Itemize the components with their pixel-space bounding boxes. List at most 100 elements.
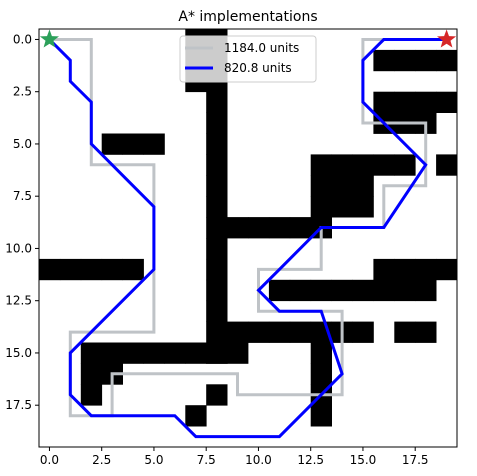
obstacle-cell	[268, 321, 291, 343]
obstacle-cell	[415, 91, 437, 113]
obstacle-cell	[206, 91, 228, 113]
x-tick-label: 5.0	[144, 453, 163, 467]
obstacle-cell	[331, 175, 353, 197]
obstacle-cell	[59, 258, 82, 281]
obstacle-cell	[310, 342, 332, 364]
legend-box	[179, 35, 317, 83]
obstacle-cell	[289, 321, 312, 343]
obstacle-cell	[331, 196, 353, 218]
obstacle-cell	[122, 133, 144, 155]
obstacle-cell	[80, 342, 103, 364]
obstacle-cell	[415, 321, 437, 343]
series-layer	[48, 38, 447, 439]
obstacle-cell	[352, 279, 374, 302]
y-tick-label: 2.5	[13, 85, 32, 99]
obstacle-cell	[436, 258, 458, 281]
obstacle-cell	[415, 258, 437, 281]
chart-title: A* implementations	[178, 9, 317, 25]
obstacle-cell	[206, 384, 228, 406]
obstacle-cell	[373, 49, 395, 72]
y-tick-label: 7.5	[13, 189, 32, 203]
marker-layer	[39, 29, 457, 48]
obstacle-cell	[331, 154, 353, 176]
x-tick-label: 7.5	[197, 453, 216, 467]
obstacle-cell	[394, 154, 416, 176]
obstacle-cell	[394, 321, 416, 343]
obstacle-cell	[373, 91, 395, 113]
x-tick-label: 17.5	[402, 453, 429, 467]
obstacle-layer	[39, 29, 458, 427]
obstacle-cell	[248, 217, 270, 239]
obstacle-cell	[185, 342, 207, 364]
obstacle-cell	[268, 279, 291, 302]
plot-frame	[38, 28, 458, 448]
obstacle-cell	[80, 384, 103, 406]
y-tick-label: 17.5	[5, 398, 32, 412]
obstacle-cell	[268, 217, 291, 239]
obstacle-cell	[227, 342, 249, 364]
y-axis: 0.0 2.5 5.0 7.5 10.0 12.5 15.0 17.5	[5, 32, 39, 412]
obstacle-cell	[415, 49, 437, 72]
legend: 1184.0 units 820.8 units	[179, 35, 317, 83]
obstacle-cell	[310, 196, 332, 218]
obstacle-cell	[289, 217, 312, 239]
obstacle-cell	[310, 363, 332, 385]
obstacle-cell	[80, 363, 103, 385]
x-tick-label: 0.0	[40, 453, 59, 467]
obstacle-cell	[206, 133, 228, 155]
obstacle-cell	[352, 154, 374, 176]
obstacle-cell	[206, 175, 228, 197]
obstacle-cell	[143, 133, 165, 155]
obstacle-cell	[394, 91, 416, 113]
obstacle-cell	[373, 154, 395, 176]
goal-marker	[437, 29, 457, 48]
obstacle-cell	[206, 300, 228, 322]
obstacle-cell	[394, 49, 416, 72]
x-tick-label: 15.0	[350, 453, 377, 467]
obstacle-cell	[436, 91, 458, 113]
obstacle-cell	[206, 154, 228, 176]
obstacle-cell	[80, 258, 103, 281]
obstacle-cell	[310, 175, 332, 197]
obstacle-cell	[373, 258, 395, 281]
obstacle-cell	[310, 154, 332, 176]
y-tick-label: 5.0	[13, 137, 32, 151]
obstacle-cell	[373, 279, 395, 302]
obstacle-cell	[248, 321, 270, 343]
obstacle-cell	[352, 175, 374, 197]
obstacle-cell	[39, 258, 61, 281]
y-tick-label: 12.5	[5, 294, 32, 308]
obstacle-cell	[143, 342, 165, 364]
obstacle-cell	[206, 342, 228, 364]
x-axis: 0.0 2.5 5.0 7.5 10.0 12.5 15.0 17.5	[40, 447, 429, 467]
obstacle-cell	[185, 405, 207, 427]
obstacle-cell	[206, 112, 228, 134]
obstacle-cell	[206, 217, 228, 239]
obstacle-cell	[289, 279, 312, 302]
obstacle-cell	[436, 154, 458, 176]
obstacle-cell	[394, 279, 416, 302]
obstacle-cell	[310, 405, 332, 427]
legend-label-2: 820.8 units	[224, 61, 292, 75]
obstacle-cell	[206, 279, 228, 302]
x-tick-label: 10.0	[245, 453, 272, 467]
start-marker	[39, 29, 59, 48]
obstacle-cell	[206, 196, 228, 218]
legend-label-1: 1184.0 units	[224, 41, 299, 55]
y-tick-label: 15.0	[5, 346, 32, 360]
obstacle-cell	[352, 196, 374, 218]
obstacle-cell	[436, 49, 458, 72]
path-series-2	[48, 38, 447, 439]
obstacle-cell	[122, 258, 144, 281]
obstacle-cell	[206, 321, 228, 343]
obstacle-cell	[206, 258, 228, 281]
x-tick-label: 12.5	[297, 453, 324, 467]
x-tick-label: 2.5	[92, 453, 111, 467]
obstacle-cell	[206, 238, 228, 260]
y-tick-label: 0.0	[13, 32, 32, 46]
obstacle-cell	[122, 342, 144, 364]
obstacle-cell	[331, 279, 353, 302]
obstacle-cell	[164, 342, 186, 364]
path-series-1	[49, 38, 447, 418]
